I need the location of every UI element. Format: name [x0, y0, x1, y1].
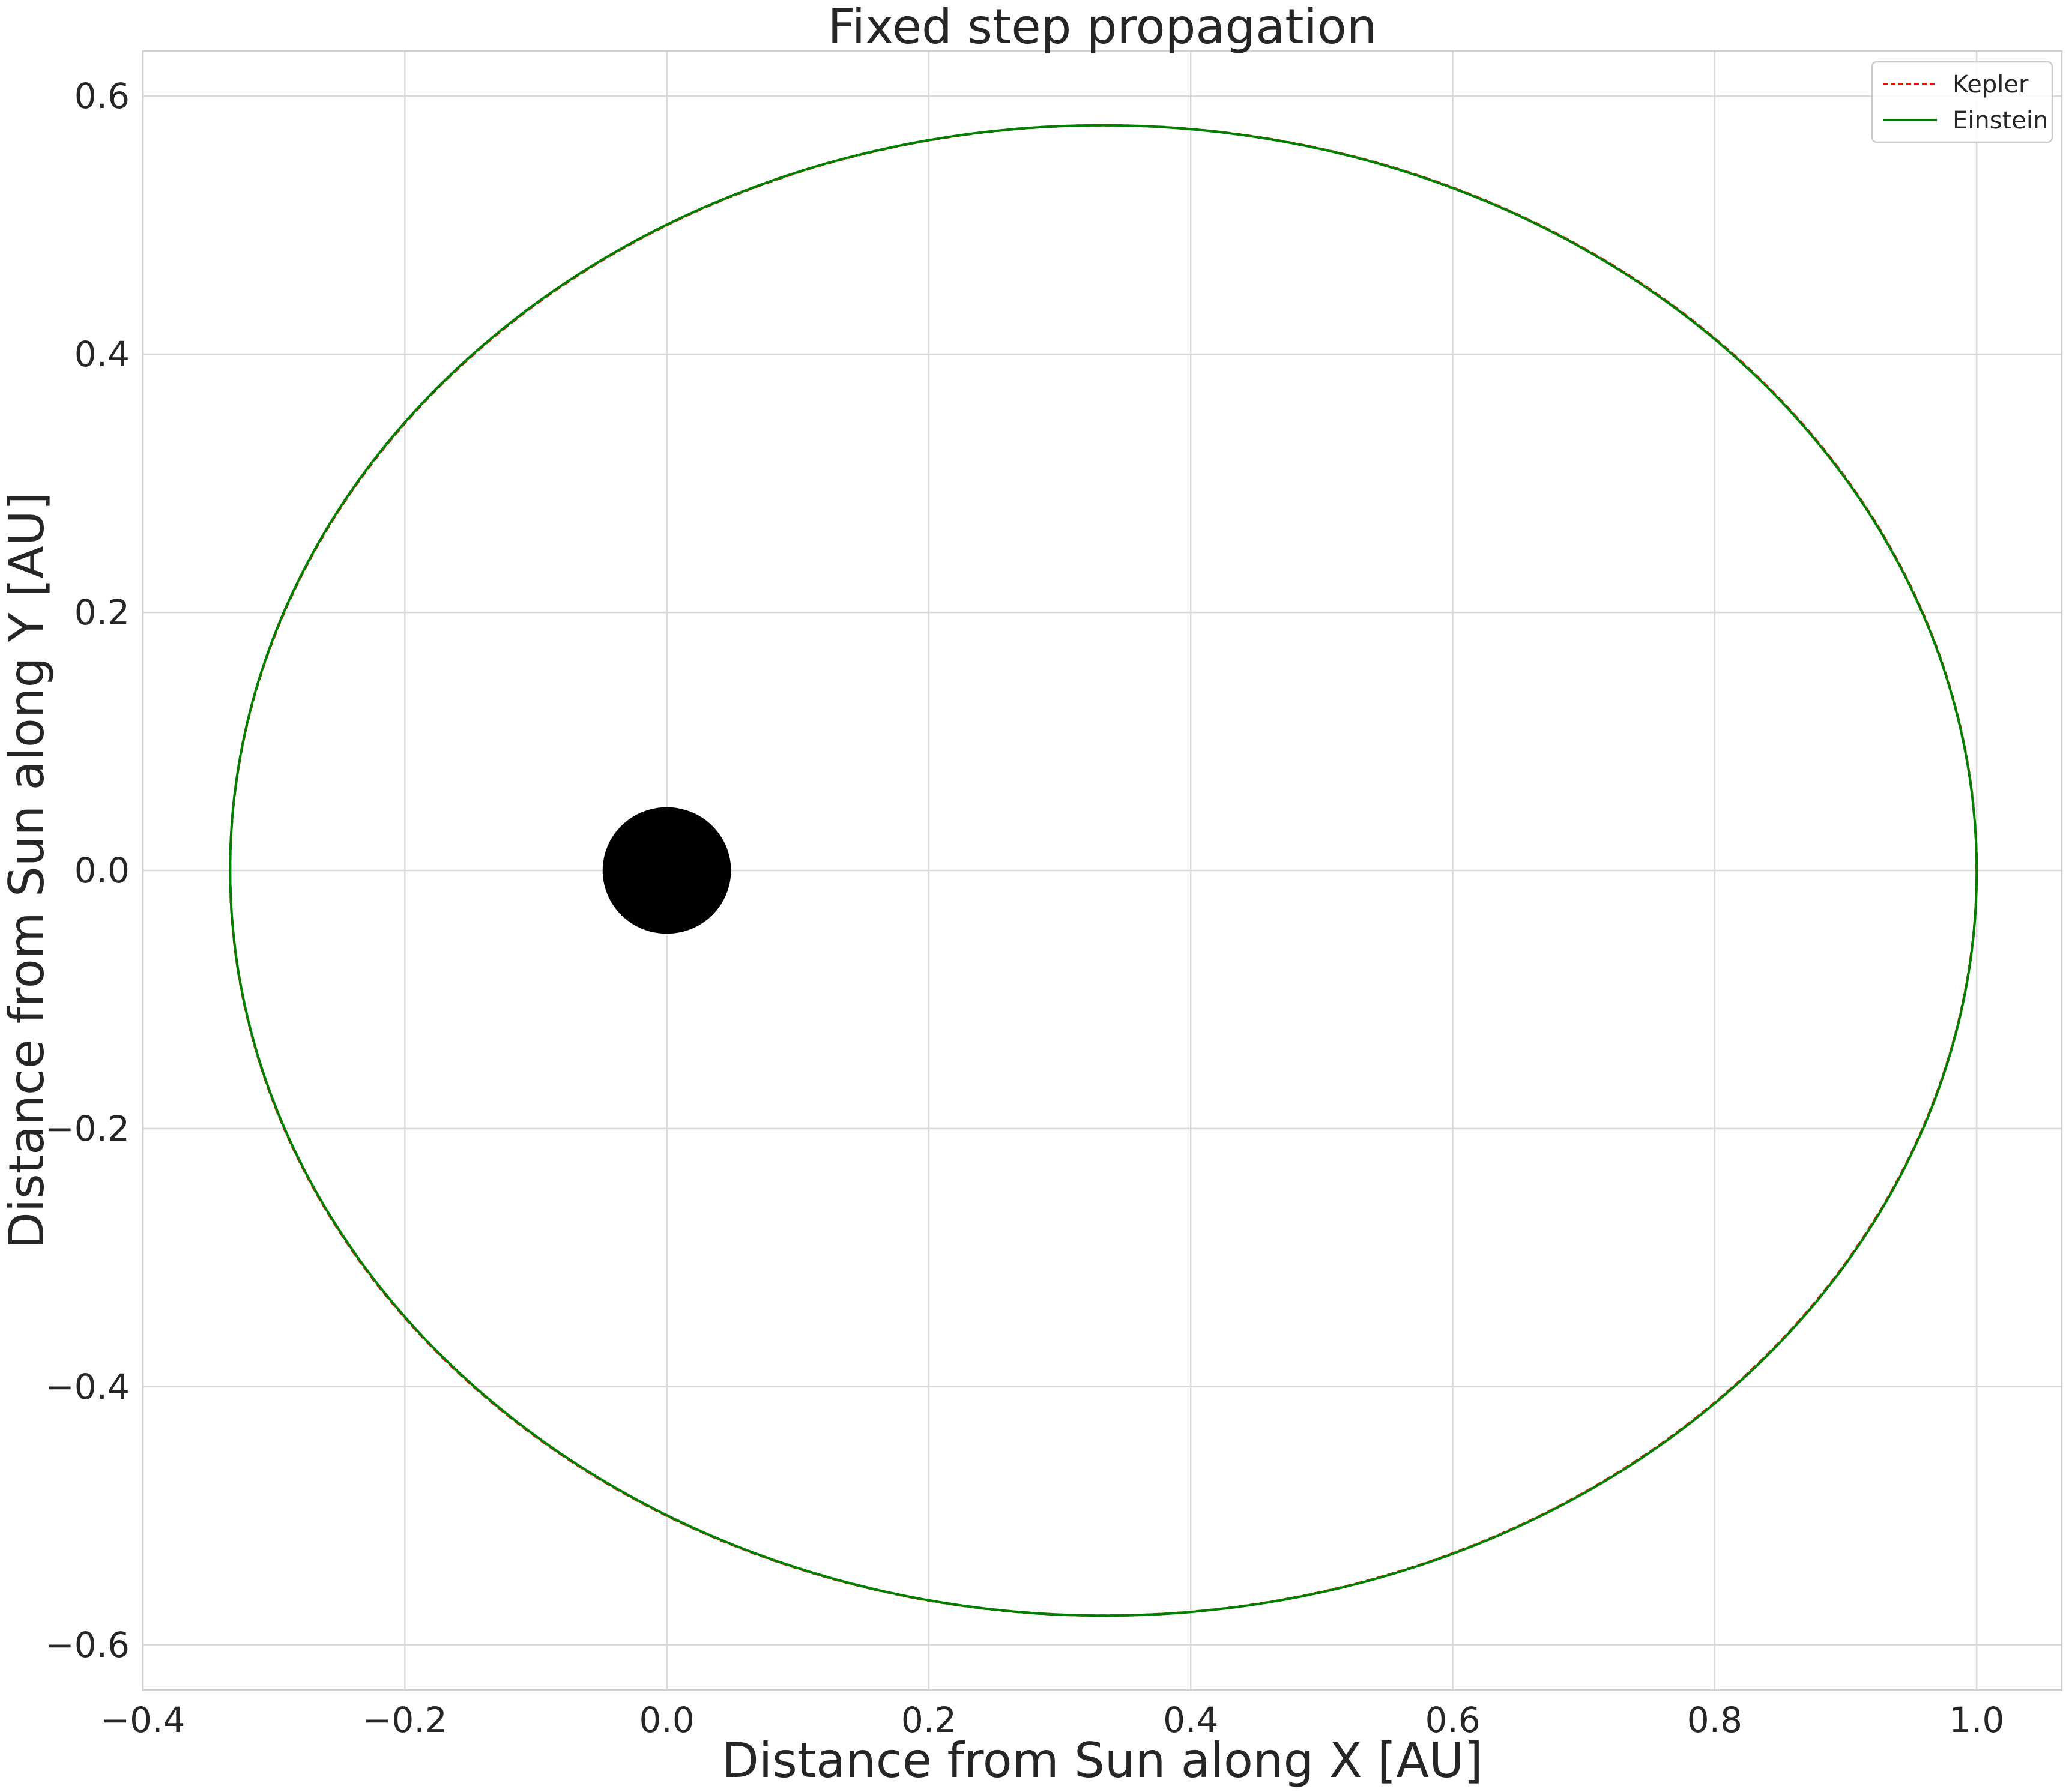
series-layer	[229, 124, 1978, 1617]
y-tick-label: −0.4	[45, 1366, 130, 1407]
sun-layer	[602, 807, 731, 934]
grid-lines	[142, 51, 2062, 1690]
y-tick-label: 0.0	[74, 850, 130, 891]
x-tick-label: −0.2	[363, 1700, 447, 1740]
legend-box	[1871, 61, 2053, 143]
x-tick-label: 0.4	[1163, 1700, 1218, 1740]
y-tick-label: −0.2	[45, 1108, 130, 1149]
legend-label-einstein: Einstein	[1953, 107, 2048, 134]
legend-label-kepler: Kepler	[1953, 71, 2029, 98]
x-tick-label: 0.2	[901, 1700, 956, 1740]
y-tick-labels: −0.6 −0.4 −0.2 0.0 0.2 0.4 0.6	[45, 76, 130, 1665]
series-einstein-line	[229, 124, 1978, 1617]
x-axis-label: Distance from Sun along X [AU]	[722, 1733, 1483, 1788]
x-tick-label: −0.4	[101, 1700, 186, 1740]
chart-title: Fixed step propagation	[828, 0, 1377, 55]
x-tick-label: 1.0	[1949, 1700, 2004, 1740]
x-tick-label: 0.6	[1425, 1700, 1480, 1740]
y-tick-label: −0.6	[45, 1625, 130, 1665]
x-tick-label: 0.0	[639, 1700, 695, 1740]
sun-marker	[602, 807, 731, 934]
y-axis-label: Distance from Sun along Y [AU]	[0, 492, 55, 1249]
plot-frame	[142, 50, 2063, 1691]
y-tick-label: 0.4	[74, 334, 130, 375]
y-tick-label: 0.2	[74, 592, 130, 633]
x-tick-label: 0.8	[1687, 1700, 1742, 1740]
y-tick-label: 0.6	[74, 76, 130, 116]
x-tick-labels: −0.4 −0.2 0.0 0.2 0.4 0.6 0.8 1.0	[101, 1700, 2005, 1740]
legend: Kepler Einstein	[1871, 61, 2053, 143]
